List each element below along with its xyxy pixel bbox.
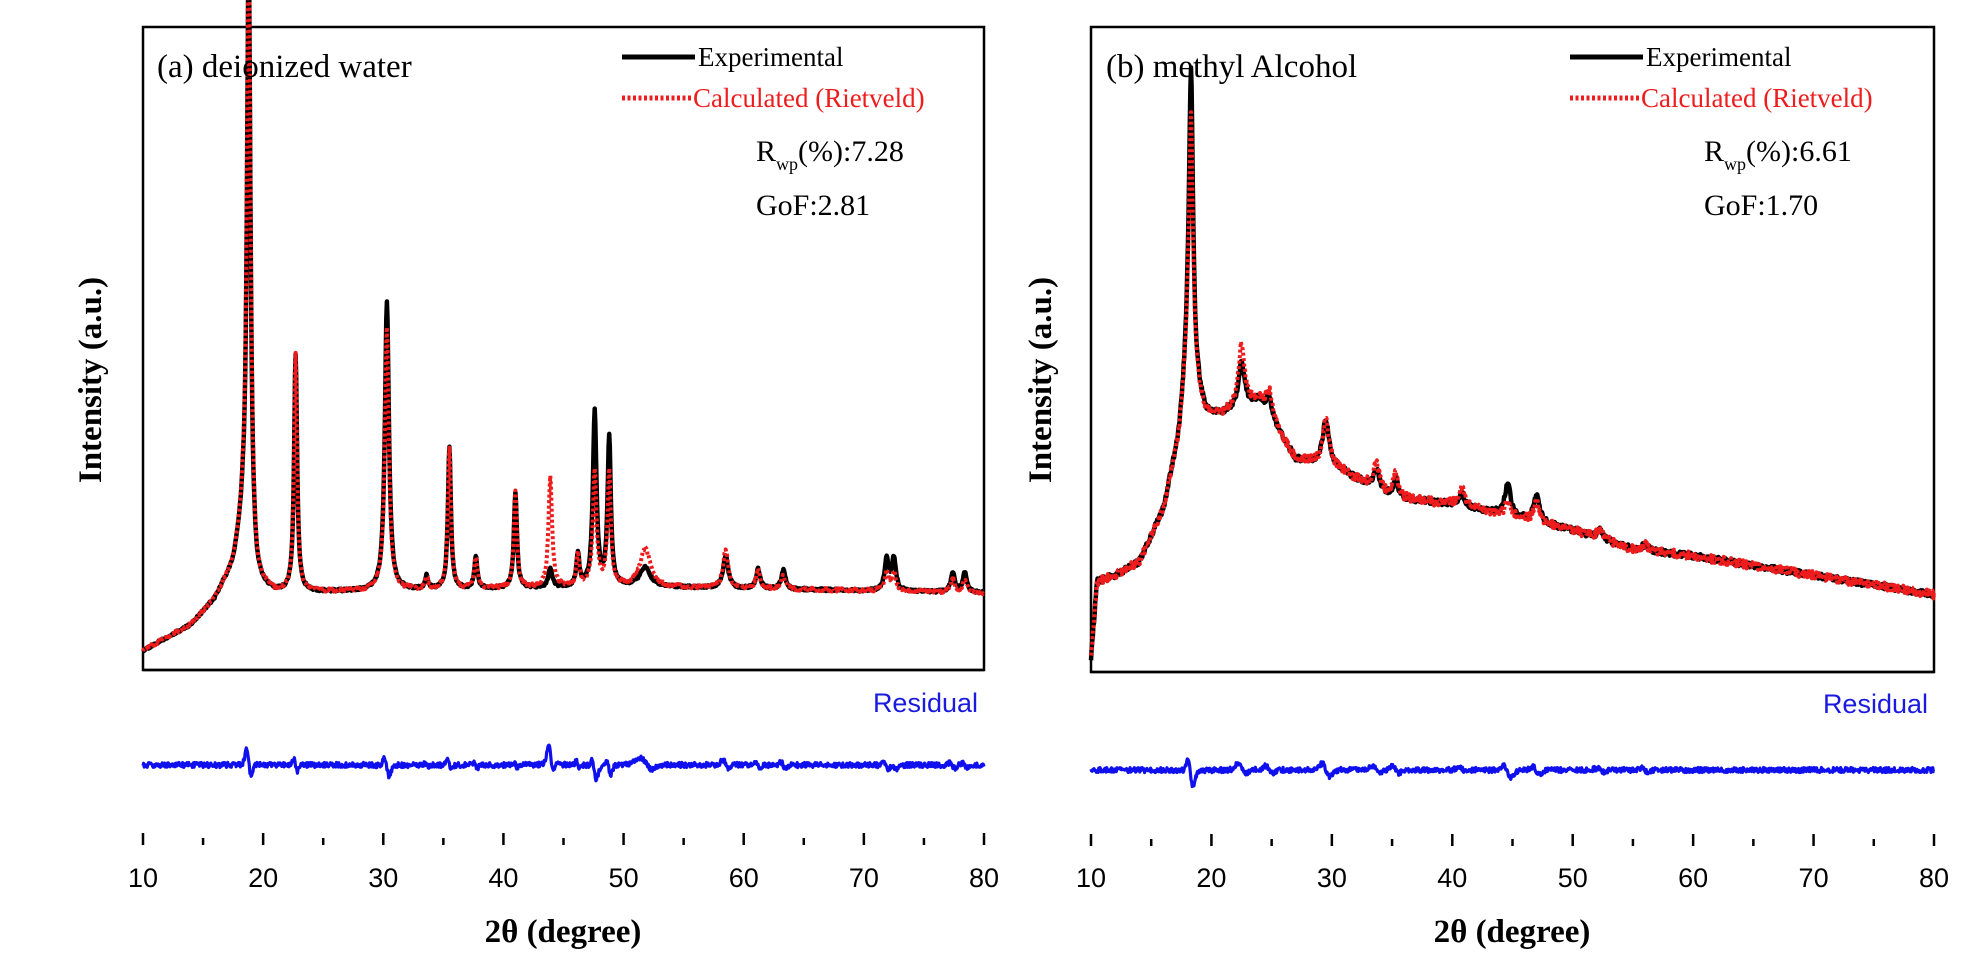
panel-a-y-axis-label: Intensity (a.u.): [73, 277, 109, 483]
panel-a-series-calculated: [141, 0, 986, 652]
panel-b-gof: GoF:1.70: [1704, 189, 1818, 222]
panel-b-legend-calculated: Calculated (Rietveld): [1641, 83, 1873, 113]
panel-b-residual-label: Residual: [1823, 689, 1928, 719]
panel-b-rwp: Rwp(%):6.61: [1704, 135, 1852, 174]
panel-b-x-tick-label: 40: [1437, 863, 1467, 893]
panel-a-residual-label: Residual: [873, 688, 978, 718]
panel-b-x-tick-label: 10: [1076, 863, 1106, 893]
panel-a-x-tick-label: 80: [969, 863, 999, 893]
panel-b-x-tick-label: 80: [1919, 863, 1949, 893]
panel-a-gof: GoF:2.81: [756, 189, 870, 222]
panel-a-x-tick-label: 20: [248, 863, 278, 893]
panel-b-x-tick-labels: 10 20 30 40 50 60 70 80: [1076, 863, 1949, 893]
panel-b: 10 20 30 40 50 60 70 80 (b) methyl Alcohol Expe…: [1076, 25, 1949, 893]
panel-a-x-tick-label: 40: [488, 863, 518, 893]
panel-a-legend-calculated: Calculated (Rietveld): [693, 83, 925, 113]
panel-a-rwp: Rwp(%):7.28: [756, 135, 904, 174]
panel-b-x-axis-label: 2θ (degree): [1434, 914, 1591, 950]
panel-a-x-tick-label: 10: [128, 863, 158, 893]
panel-a-x-axis-label: 2θ (degree): [485, 914, 642, 950]
panel-a-x-ticks: [141, 833, 986, 845]
panel-a-legend-experimental: Experimental: [698, 42, 843, 72]
panel-a-series-residual: [141, 743, 986, 783]
panel-b-x-tick-label: 30: [1317, 863, 1347, 893]
panel-b-x-tick-label: 70: [1799, 863, 1829, 893]
panel-a-x-tick-label: 70: [849, 863, 879, 893]
panel-b-title: (b) methyl Alcohol: [1106, 49, 1357, 85]
panel-a-title: (a) deionized water: [157, 49, 412, 85]
panel-b-x-tick-label: 20: [1196, 863, 1226, 893]
panel-b-x-tick-label: 60: [1678, 863, 1708, 893]
panel-b-legend-experimental: Experimental: [1646, 42, 1791, 72]
panel-a: 10 20 30 40 50 60 70 80 (a) deionized water Exp…: [128, 0, 999, 893]
panel-a-x-tick-label: 50: [609, 863, 639, 893]
panel-b-y-axis-label: Intensity (a.u.): [1023, 277, 1059, 483]
panel-a-x-tick-label: 30: [368, 863, 398, 893]
panel-b-series-calculated: [1089, 110, 1936, 656]
panel-a-x-tick-label: 60: [729, 863, 759, 893]
panel-a-x-tick-labels: 10 20 30 40 50 60 70 80: [128, 863, 999, 893]
panel-a-frame: [141, 25, 986, 672]
panel-b-x-tick-label: 50: [1558, 863, 1588, 893]
panel-b-x-ticks: [1089, 834, 1936, 846]
panel-b-series-residual: [1089, 757, 1935, 789]
